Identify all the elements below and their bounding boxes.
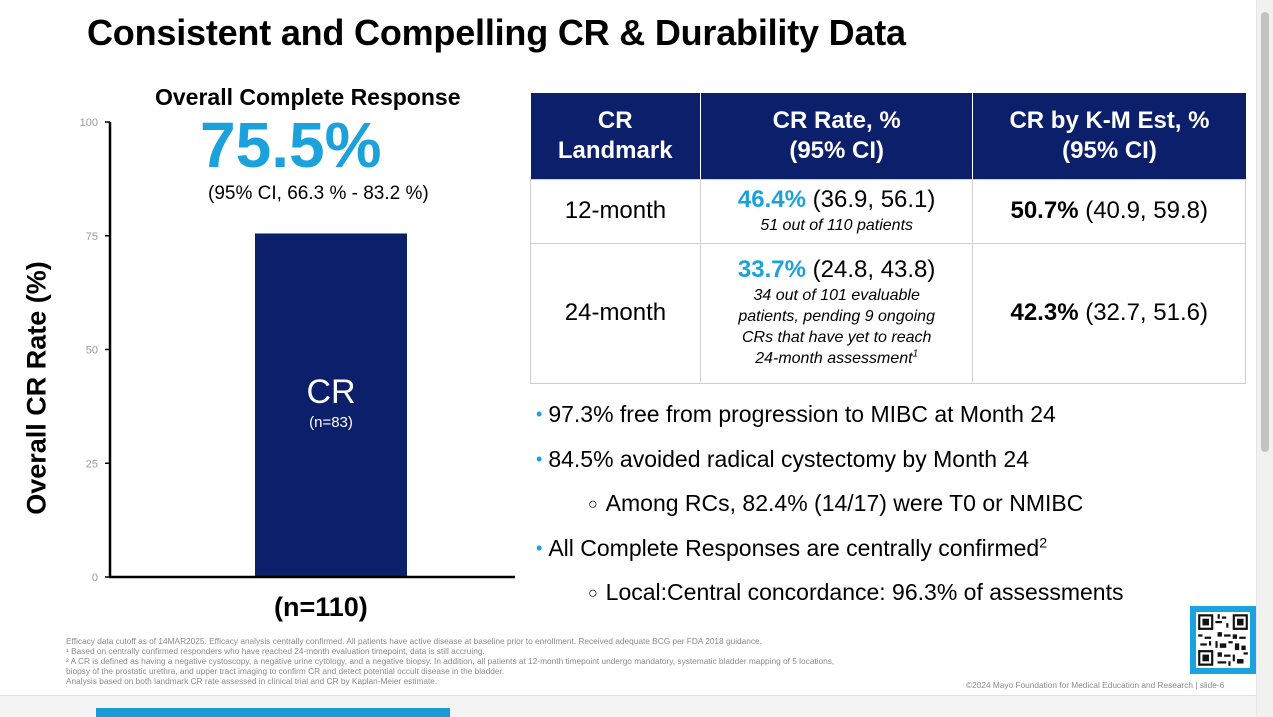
y-tick-label: 50 (86, 345, 98, 357)
cr-rate-note: 34 out of 101 evaluable patients, pendin… (738, 287, 935, 367)
overall-cr-ci: (95% CI, 66.3 % - 83.2 %) (208, 183, 429, 204)
cr-rate-cell: 46.4% (36.9, 56.1) 51 out of 110 patient… (699, 178, 974, 244)
bar-cr (255, 233, 407, 577)
bullet-item: • 97.3% free from progression to MIBC at … (536, 401, 1056, 427)
sample-size-label: (n=110) (274, 592, 368, 622)
km-ci: (32.7, 51.6) (1085, 299, 1208, 326)
qr-code-icon (1196, 612, 1250, 668)
key-findings-list: • 97.3% free from progression to MIBC at … (536, 400, 1236, 623)
slide: Consistent and Compelling CR & Durabilit… (21, 12, 1256, 690)
cr-data-table: CR Landmark CR Rate, % (95% CI) CR by K-… (530, 93, 1246, 384)
bullet-dot-icon: • (536, 537, 543, 558)
qr-code[interactable] (1190, 606, 1256, 674)
table-header-row: CR Landmark CR Rate, % (95% CI) CR by K-… (530, 93, 1246, 179)
hollow-circle-icon: ○ (588, 585, 598, 602)
y-tick-label: 25 (86, 458, 98, 470)
footnote-line: biopsy of the prostatic urethra, and upp… (66, 666, 505, 676)
chart-heading: Overall Complete Response (155, 84, 461, 110)
y-tick-label: 0 (92, 572, 98, 584)
footnote-line: Efficacy data cutoff as of 14MAR2025. Ef… (66, 636, 762, 646)
bar-label: CR (306, 373, 355, 411)
y-tick-label: 75 (86, 231, 98, 243)
landmark-cell: 12-month (530, 178, 701, 244)
footnote-line: ² A CR is defined as having a negative c… (66, 656, 835, 666)
km-ci: (40.9, 59.8) (1085, 197, 1208, 224)
bullet-dot-icon: • (536, 448, 543, 469)
bullet-dot-icon: • (536, 404, 543, 424)
header-cr-rate: CR Rate, % (95% CI) (700, 93, 974, 179)
sub-bullet-item: ○ Among RCs, 82.4% (14/17) were T0 or NMI… (588, 490, 1084, 516)
km-cell: 42.3% (32.7, 51.6) (972, 242, 1246, 384)
landmark-cell: 24-month (530, 242, 701, 384)
y-tick-label: 100 (80, 117, 98, 129)
cr-rate-value: 46.4% (737, 185, 806, 213)
copyright-text: ©2024 Mayo Foundation for Medical Educat… (966, 680, 1225, 690)
km-cell: 50.7% (40.9, 59.8) (972, 178, 1246, 244)
bullet-item: • All Complete Responses are centrally co… (536, 534, 1048, 561)
km-value: 50.7% (1010, 197, 1079, 224)
sub-bullet-item: ○ Local:Central concordance: 96.3% of ass… (588, 579, 1124, 605)
cr-rate-cell: 33.7% (24.8, 43.8) 34 out of 101 evaluab… (699, 242, 974, 384)
bullet-item: • 84.5% avoided radical cystectomy by Mon… (536, 445, 1030, 472)
slide-title: Consistent and Compelling CR & Durabilit… (87, 12, 906, 53)
cr-rate-value: 33.7% (737, 256, 806, 284)
cr-rate-note: 51 out of 110 patients (760, 216, 914, 234)
footnote-ref: 1 (912, 348, 919, 360)
footnote-line: Analysis based on both landmark CR rate … (66, 676, 438, 686)
table-row: 12-month 46.4% (36.9, 56.1) 51 out of 11… (530, 178, 1246, 244)
header-cr-km: CR by K-M Est, % (95% CI) (972, 93, 1246, 179)
footnote-ref: 2 (1039, 534, 1048, 551)
scrollbar-thumb[interactable] (1261, 12, 1269, 452)
hollow-circle-icon: ○ (588, 496, 598, 513)
footnotes: Efficacy data cutoff as of 14MAR2025. Ef… (66, 636, 946, 686)
table-row: 24-month 33.7% (24.8, 43.8) 34 out of 10… (530, 242, 1246, 384)
bar-sublabel: (n=83) (309, 414, 353, 431)
cr-rate-ci: (24.8, 43.8) (812, 256, 936, 284)
vertical-scrollbar[interactable] (1256, 0, 1273, 717)
active-slide-indicator[interactable] (96, 708, 450, 717)
header-cr-landmark: CR Landmark (530, 93, 701, 179)
cr-rate-ci: (36.9, 56.1) (812, 185, 936, 213)
overall-cr-value: 75.5% (200, 109, 382, 181)
cr-bar-chart: 0 25 50 75 100 CR (n=83) (80, 117, 515, 584)
y-axis-label: Overall CR Rate (%) (21, 261, 52, 515)
km-value: 42.3% (1010, 299, 1079, 326)
footnote-line: ¹ Based on centrally confirmed responder… (66, 646, 485, 656)
